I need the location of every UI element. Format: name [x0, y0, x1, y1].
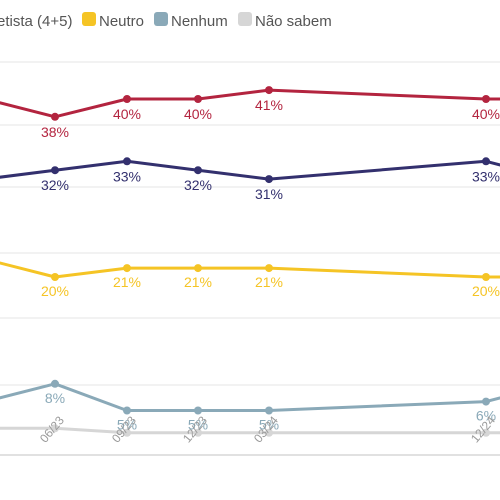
data-point: [51, 112, 59, 121]
data-label: 38%: [41, 124, 69, 140]
data-point: [123, 95, 131, 103]
data-point: [123, 428, 131, 437]
data-point: [51, 379, 59, 388]
x-axis: 06/23 09/23 12/23 03/24 12/24: [37, 413, 498, 445]
data-point: [265, 428, 273, 437]
data-point: [265, 86, 273, 95]
series-line: [0, 426, 500, 435]
data-point: [51, 273, 59, 281]
data-point: [194, 428, 202, 437]
data-point: [482, 428, 490, 437]
data-label: 8%: [45, 390, 65, 406]
legend-label-nao-sabem: Não sabem: [255, 13, 332, 30]
data-point: [123, 157, 131, 166]
data-point: [194, 264, 202, 273]
data-label: 32%: [41, 177, 69, 193]
series-line: [0, 159, 500, 181]
legend-label-nenhum: Nenhum: [171, 13, 228, 30]
data-label: 41%: [255, 97, 283, 113]
legend-swatch-neutro: [82, 12, 96, 26]
data-label: 20%: [41, 283, 69, 299]
data-label: 33%: [472, 168, 500, 184]
data-label: 6%: [476, 408, 496, 424]
data-point: [265, 406, 273, 415]
data-label: 32%: [184, 177, 212, 193]
data-label: 5%: [117, 417, 137, 433]
data-label: 5%: [188, 417, 208, 433]
data-label: 40%: [184, 106, 212, 122]
series-lines: [0, 88, 500, 435]
data-label: 40%: [113, 106, 141, 122]
data-point: [123, 406, 131, 415]
data-label: 21%: [184, 274, 212, 290]
data-point: [51, 166, 59, 175]
data-label: 5%: [259, 417, 279, 433]
data-point: [482, 397, 490, 406]
data-point: [194, 166, 202, 175]
data-point: [482, 95, 490, 103]
legend-swatch-nao-sabem: [238, 12, 252, 26]
legend-swatch-nenhum: [154, 12, 168, 26]
data-label: 33%: [113, 168, 141, 184]
data-point: [482, 273, 490, 281]
data-point: [51, 424, 59, 433]
data-label: 21%: [255, 274, 283, 290]
data-label: 20%: [472, 283, 500, 299]
data-label: 40%: [472, 106, 500, 122]
data-point: [194, 95, 202, 103]
chart-legend: etista (4+5) Neutro Nenhum Não sabem: [0, 12, 332, 30]
series-line: [0, 382, 500, 412]
data-label: 31%: [255, 186, 283, 202]
series-data-labels: 38% 40% 40% 41% 40% 32% 33% 32% 31% 33% 20% 21% 21% 2…: [41, 97, 500, 432]
data-point: [265, 175, 273, 184]
data-point: [482, 157, 490, 166]
legend-label-neutro: Neutro: [99, 13, 144, 30]
series-line: [0, 261, 500, 279]
data-label: 21%: [113, 274, 141, 290]
legend-label-petista: etista (4+5): [0, 13, 72, 30]
grid-lines: [0, 61, 500, 456]
data-point: [123, 264, 131, 273]
series-line: [0, 88, 500, 119]
data-point: [265, 264, 273, 273]
data-point: [194, 406, 202, 415]
series-points: [51, 86, 490, 437]
